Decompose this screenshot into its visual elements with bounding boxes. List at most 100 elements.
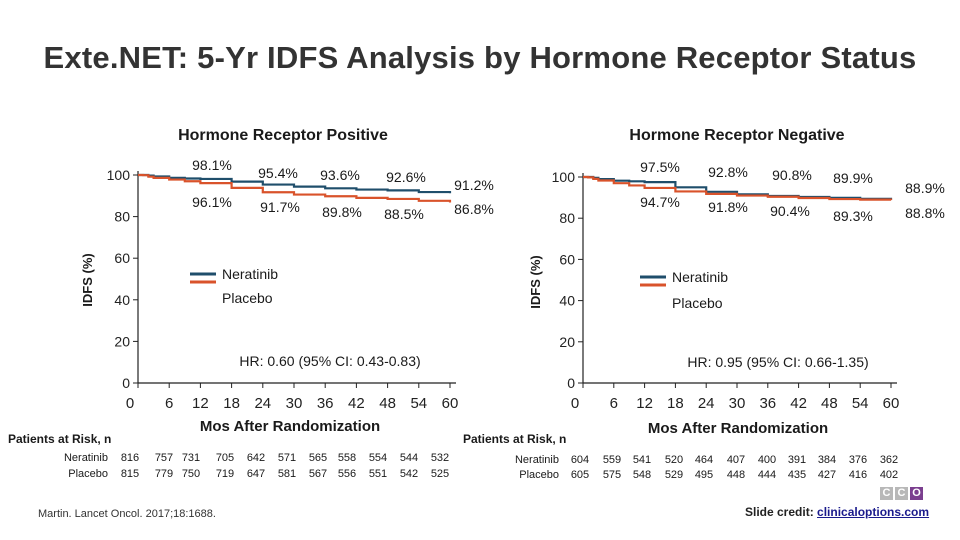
at-risk-count: 575 [603,469,621,481]
at-risk-count: 548 [633,469,651,481]
credit-label: Slide credit: [745,505,814,519]
at-risk-count: 542 [400,468,418,480]
at-risk-count: 604 [571,454,589,466]
y-axis-title: IDFS (%) [528,255,543,308]
at-risk-count: 556 [338,468,356,480]
at-risk-count: 750 [182,468,200,480]
x-tick-label: 6 [610,395,618,412]
at-risk-row-label: Placebo [519,469,559,481]
placebo-rate-label: 96.1% [192,194,232,210]
at-risk-count: 581 [278,468,296,480]
x-tick-label: 48 [379,395,396,412]
y-tick-label: 100 [107,167,131,183]
at-risk-count: 402 [880,469,898,481]
y-tick-label: 0 [567,375,575,391]
at-risk-row-label: Placebo [68,468,108,480]
y-tick-label: 60 [114,250,130,266]
placebo-rate-label: 86.8% [454,201,494,217]
neratinib-rate-label: 91.2% [454,177,494,193]
credit-link[interactable]: clinicaloptions.com [817,505,930,519]
legend-label-placebo: Placebo [672,295,723,311]
neratinib-rate-label: 93.6% [320,167,360,183]
x-tick-label: 24 [698,395,715,412]
at-risk-count: 376 [849,454,867,466]
x-tick-label: 30 [729,395,746,412]
at-risk-count: 816 [121,452,139,464]
x-tick-label: 36 [759,395,776,412]
neratinib-rate-label: 92.6% [386,169,426,185]
neratinib-rate-label: 98.1% [192,157,232,173]
x-tick-label: 30 [286,395,303,412]
at-risk-count: 554 [369,452,387,464]
placebo-rate-label: 88.8% [905,205,945,221]
y-tick-label: 100 [552,169,576,185]
y-tick-label: 40 [114,292,130,308]
placebo-curve [138,173,452,203]
at-risk-count: 400 [758,454,776,466]
placebo-rate-label: 89.8% [322,204,362,220]
y-tick-label: 20 [559,334,575,350]
hazard-ratio: HR: 0.60 (95% CI: 0.43-0.83) [239,353,420,369]
at-risk-count: 757 [155,452,173,464]
at-risk-count: 541 [633,454,651,466]
at-risk-count: 464 [695,454,713,466]
x-tick-label: 24 [254,395,271,412]
cco-logo: C C O [880,487,923,500]
at-risk-row-label: Neratinib [515,454,559,466]
at-risk-count: 815 [121,468,139,480]
y-tick-label: 80 [114,209,130,225]
x-tick-label: 54 [852,395,869,412]
legend-label-placebo: Placebo [222,290,273,306]
at-risk-count: 362 [880,454,898,466]
y-tick-label: 20 [114,333,130,349]
neratinib-rate-label: 92.8% [708,164,748,180]
y-axis-title: IDFS (%) [80,253,95,306]
placebo-rate-label: 94.7% [640,194,680,210]
x-tick-label: 42 [348,395,365,412]
at-risk-count: 779 [155,468,173,480]
at-risk-count: 416 [849,469,867,481]
at-risk-count: 435 [788,469,806,481]
at-risk-count: 567 [309,468,327,480]
x-tick-label: 18 [223,395,240,412]
x-tick-label: 0 [126,395,134,412]
x-tick-label: 54 [410,395,427,412]
placebo-curve [583,175,893,201]
neratinib-rate-label: 88.9% [905,180,945,196]
x-tick-label: 60 [883,395,900,412]
at-risk-count: 565 [309,452,327,464]
neratinib-rate-label: 90.8% [772,167,812,183]
placebo-rate-label: 91.7% [260,199,300,215]
at-risk-count: 407 [727,454,745,466]
at-risk-count: 642 [247,452,265,464]
x-axis-title: Mos After Randomization [200,418,380,435]
y-tick-label: 80 [559,210,575,226]
at-risk-count: 427 [818,469,836,481]
x-tick-label: 12 [636,395,653,412]
at-risk-count: 384 [818,454,836,466]
x-tick-label: 18 [667,395,684,412]
at-risk-count: 520 [665,454,683,466]
y-tick-label: 0 [122,375,130,391]
at-risk-count: 551 [369,468,387,480]
at-risk-heading: Patients at Risk, n [463,432,566,446]
x-tick-label: 48 [821,395,838,412]
x-tick-label: 60 [442,395,459,412]
placebo-rate-label: 90.4% [770,203,810,219]
logo-letter: C [880,487,893,500]
placebo-rate-label: 89.3% [833,208,873,224]
slide-title: Exte.NET: 5-Yr IDFS Analysis by Hormone … [43,40,917,75]
at-risk-count: 532 [431,452,449,464]
at-risk-count: 525 [431,468,449,480]
at-risk-count: 731 [182,452,200,464]
neratinib-rate-label: 89.9% [833,170,873,186]
neratinib-rate-label: 95.4% [258,165,298,181]
neratinib-rate-label: 97.5% [640,159,680,175]
citation: Martin. Lancet Oncol. 2017;18:1688. [38,508,216,520]
x-tick-label: 12 [192,395,209,412]
x-tick-label: 6 [165,395,173,412]
panel-title: Hormone Receptor Negative [629,127,844,144]
panel-title: Hormone Receptor Positive [178,127,388,144]
